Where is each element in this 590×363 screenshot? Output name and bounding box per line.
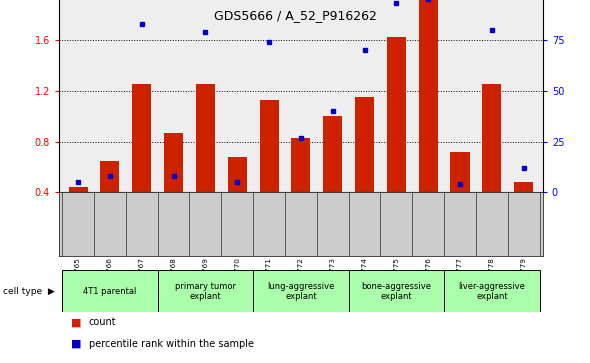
Bar bbox=[451, 152, 470, 192]
Bar bbox=[514, 182, 533, 192]
Bar bbox=[253, 270, 349, 312]
Bar bbox=[68, 187, 88, 192]
Text: bone-aggressive
explant: bone-aggressive explant bbox=[362, 282, 431, 301]
Text: lung-aggressive
explant: lung-aggressive explant bbox=[267, 282, 335, 301]
Bar bbox=[228, 157, 247, 192]
Bar bbox=[164, 133, 183, 192]
Text: ■: ■ bbox=[71, 317, 81, 327]
Bar bbox=[260, 100, 278, 192]
Bar bbox=[291, 138, 310, 192]
Bar bbox=[100, 160, 119, 192]
Text: GDS5666 / A_52_P916262: GDS5666 / A_52_P916262 bbox=[214, 9, 376, 22]
Bar bbox=[196, 85, 215, 192]
Bar bbox=[158, 270, 253, 312]
Bar bbox=[387, 37, 406, 192]
Text: 4T1 parental: 4T1 parental bbox=[83, 287, 137, 296]
Bar bbox=[355, 97, 374, 192]
Text: liver-aggressive
explant: liver-aggressive explant bbox=[458, 282, 525, 301]
Bar bbox=[483, 85, 501, 192]
Text: percentile rank within the sample: percentile rank within the sample bbox=[88, 339, 254, 349]
Text: primary tumor
explant: primary tumor explant bbox=[175, 282, 236, 301]
Text: cell type  ▶: cell type ▶ bbox=[3, 287, 55, 296]
Bar bbox=[62, 270, 158, 312]
Bar bbox=[349, 270, 444, 312]
Text: ■: ■ bbox=[71, 339, 81, 349]
Text: count: count bbox=[88, 317, 116, 327]
Bar bbox=[323, 116, 342, 192]
Bar bbox=[419, 0, 438, 192]
Bar bbox=[132, 85, 151, 192]
Bar bbox=[444, 270, 540, 312]
